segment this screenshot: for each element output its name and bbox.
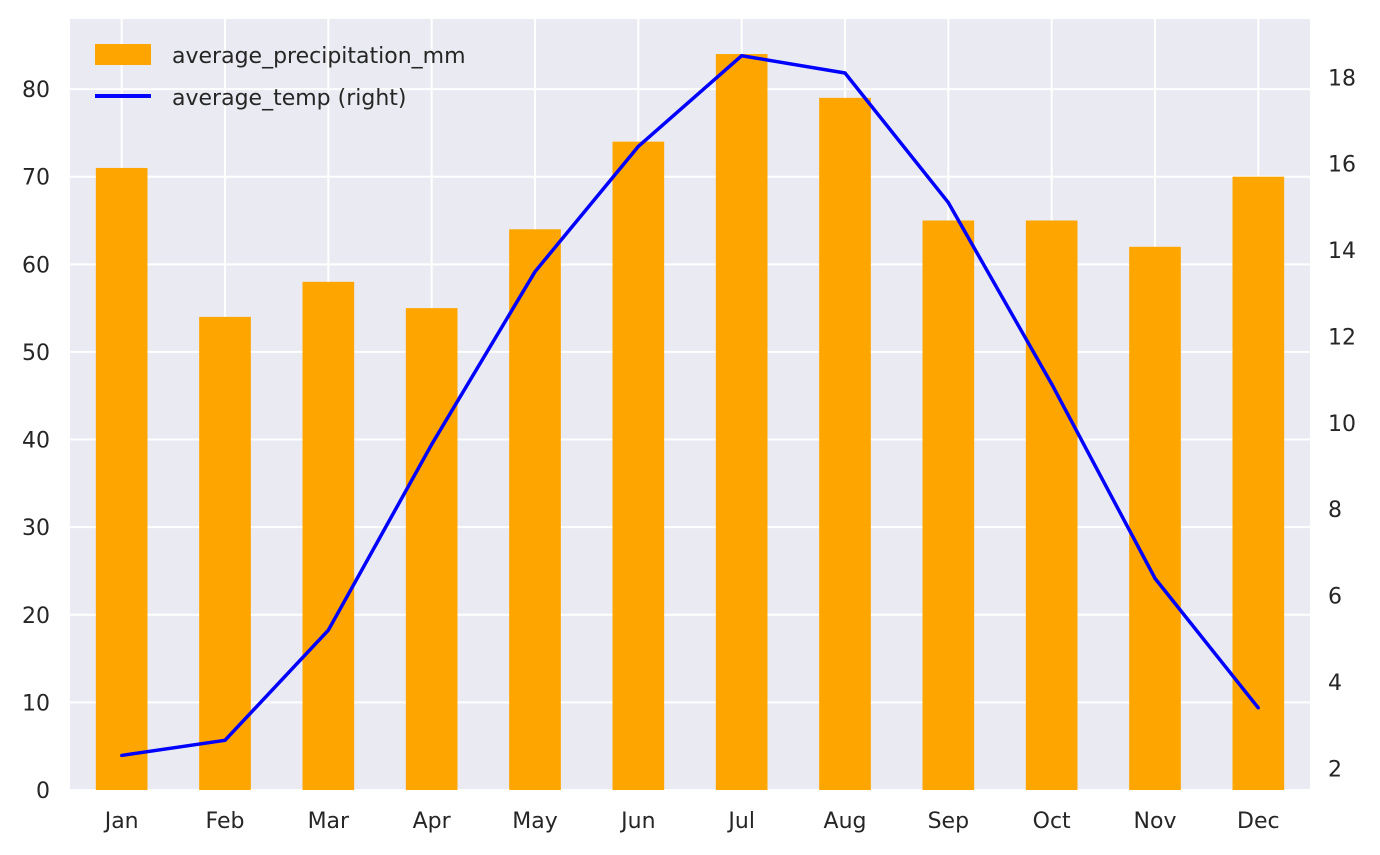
y-right-tick-label: 18: [1328, 66, 1356, 91]
line-point: [326, 628, 330, 632]
line-point: [223, 738, 227, 742]
line-point: [1153, 576, 1157, 580]
bar: [1232, 176, 1285, 791]
bars: [95, 54, 1285, 791]
series-line: [121, 53, 1260, 758]
y-left-tick-label: 40: [22, 429, 50, 454]
y-left-tick-label: 50: [22, 341, 50, 366]
x-tick-label: Sep: [928, 809, 969, 834]
line-point: [1256, 706, 1260, 710]
bar: [509, 229, 561, 791]
line-point: [636, 144, 640, 149]
bar: [715, 54, 768, 790]
x-tick-label: Mar: [308, 809, 350, 834]
bar: [1129, 246, 1181, 790]
y-right-tick-label: 2: [1328, 757, 1342, 782]
legend-swatch-bar: [95, 44, 151, 65]
y-right-tick-label: 10: [1328, 412, 1356, 437]
bar: [95, 167, 148, 790]
line-point: [430, 442, 434, 447]
x-tick-label: Apr: [413, 809, 452, 834]
y-right-tick-label: 8: [1328, 498, 1342, 523]
line-point: [120, 753, 124, 758]
bar: [922, 220, 975, 791]
line-point: [533, 270, 537, 274]
y-axis-right-ticks: 2 4 6 8 10 12 14 16 18: [1328, 66, 1356, 782]
line-point: [946, 200, 950, 205]
x-tick-label: Oct: [1033, 809, 1071, 834]
line-point: [843, 71, 847, 75]
x-tick-label: Nov: [1134, 809, 1177, 834]
x-tick-label: May: [512, 809, 557, 834]
y-left-tick-label: 30: [22, 516, 50, 541]
y-right-tick-label: 4: [1328, 671, 1342, 696]
x-tick-label: Dec: [1237, 809, 1280, 834]
bar: [302, 281, 355, 790]
x-axis-ticks: Jan Feb Mar Apr May Jun Jul Aug Sep Oct Nov Dec: [103, 809, 1280, 834]
y-right-tick-label: 14: [1328, 239, 1356, 264]
y-right-tick-label: 12: [1328, 325, 1356, 350]
bar: [199, 316, 251, 790]
x-tick-label: Feb: [206, 809, 245, 834]
y-left-tick-label: 70: [22, 166, 50, 191]
x-tick-label: Aug: [824, 809, 867, 834]
y-left-tick-label: 20: [22, 604, 50, 629]
bar: [405, 308, 458, 790]
line-point: [1050, 382, 1054, 386]
line-layer: [120, 53, 1260, 758]
y-left-tick-label: 10: [22, 691, 50, 716]
y-right-tick-label: 16: [1328, 153, 1356, 178]
y-left-tick-label: 60: [22, 253, 50, 278]
y-right-tick-label: 6: [1328, 585, 1342, 610]
bar: [819, 97, 871, 790]
y-axis-left-ticks: 0 10 20 30 40 50 60 70 80: [22, 78, 50, 804]
legend: average_precipitation_mm average_temp (r…: [95, 44, 466, 111]
bar: [612, 141, 665, 791]
legend-label-bar: average_precipitation_mm: [172, 44, 466, 69]
x-tick-label: Jun: [619, 809, 655, 834]
x-tick-label: Jul: [726, 809, 755, 834]
line-point: [740, 54, 744, 58]
y-left-tick-label: 80: [22, 78, 50, 103]
legend-label-line: average_temp (right): [172, 86, 406, 111]
bar: [1025, 220, 1078, 791]
y-left-tick-label: 0: [36, 779, 50, 804]
plot-background: [70, 19, 1310, 790]
x-tick-label: Jan: [103, 809, 139, 834]
